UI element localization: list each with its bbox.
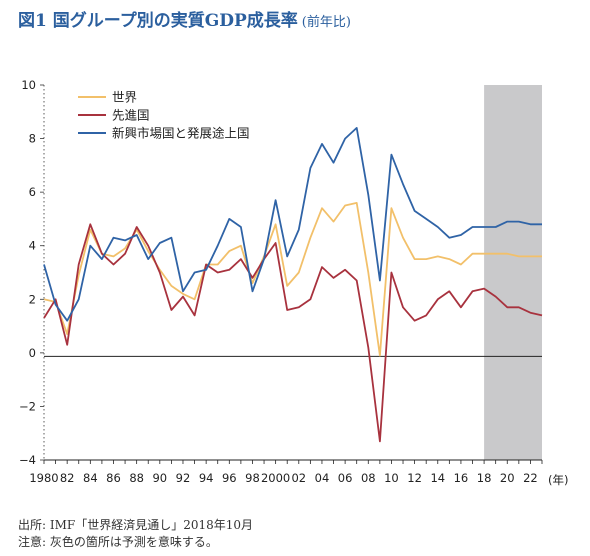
chart-title: 図1 国グループ別の実質GDP成長率 (前年比) (18, 6, 351, 31)
y-axis-ticks: −4 −2 0 2 4 6 8 10 (19, 78, 44, 467)
y-tick-label: 10 (21, 78, 36, 92)
y-tick-label: 4 (29, 239, 36, 253)
chart-title-unit: (前年比) (301, 15, 351, 30)
legend-label-2: 先進国 (112, 108, 150, 123)
x-tick-label: 94 (199, 471, 214, 485)
series-line-3 (43, 127, 542, 322)
x-tick-label: 82 (60, 471, 75, 485)
forecast-shade (484, 85, 542, 460)
y-tick-label: −4 (19, 453, 36, 467)
y-tick-label: −2 (19, 399, 36, 413)
source-note: 出所: IMF「世界経済見通し」2018年10月 (18, 518, 254, 532)
x-tick-label: 1980 (29, 471, 58, 485)
series-line-1 (43, 201, 542, 357)
chart-title-main: 図1 国グループ別の実質GDP成長率 (18, 11, 298, 31)
x-tick-label: 18 (477, 471, 492, 485)
x-tick-label: 92 (176, 471, 191, 485)
x-tick-label: 86 (106, 471, 121, 485)
x-tick-label: 22 (523, 471, 538, 485)
y-tick-label: 2 (29, 292, 36, 306)
x-tick-label: 10 (384, 471, 399, 485)
y-tick-label: 6 (29, 185, 36, 199)
x-axis-ticks: 1980 82 84 86 88 90 92 94 96 98 2000 02 04 06 08 10 12 14… (29, 460, 543, 485)
y-tick-label: 0 (29, 346, 36, 360)
x-tick-label: 88 (129, 471, 144, 485)
x-tick-label: 08 (361, 471, 376, 485)
x-axis-unit: (年) (548, 473, 568, 487)
x-tick-label: 04 (315, 471, 330, 485)
legend-label-1: 世界 (112, 90, 138, 105)
x-tick-label: 90 (152, 471, 167, 485)
x-tick-label: 02 (291, 471, 306, 485)
series-line-2 (43, 223, 543, 443)
x-tick-label: 84 (83, 471, 98, 485)
x-tick-label: 2000 (261, 471, 290, 485)
x-tick-label: 14 (430, 471, 445, 485)
y-tick-label: 8 (29, 132, 36, 146)
x-tick-label: 20 (500, 471, 515, 485)
x-tick-label: 96 (222, 471, 237, 485)
chart-notes: 出所: IMF「世界経済見通し」2018年10月 注意: 灰色の箇所は予測を意味… (18, 517, 253, 551)
legend-label-3: 新興市場国と発展途上国 (112, 126, 250, 141)
series-lines (43, 127, 543, 443)
x-tick-label: 98 (245, 471, 260, 485)
x-tick-label: 06 (338, 471, 353, 485)
x-tick-label: 16 (454, 471, 469, 485)
x-tick-label: 12 (407, 471, 422, 485)
forecast-note: 注意: 灰色の箇所は予測を意味する。 (18, 535, 218, 549)
